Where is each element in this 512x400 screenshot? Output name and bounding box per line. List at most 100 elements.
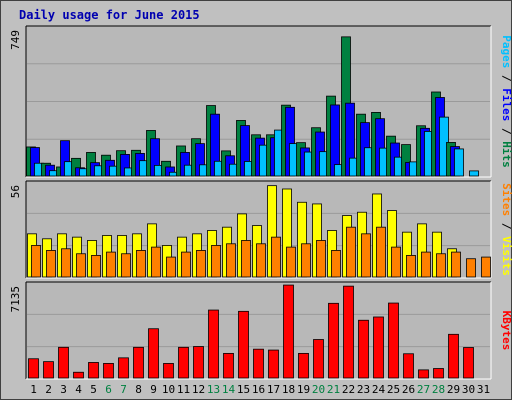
day-label-17: 17	[267, 383, 280, 396]
bar-sites-23	[361, 233, 371, 278]
legend-entry: Visits	[500, 236, 512, 276]
bar-pages-30	[469, 170, 479, 177]
legend-entry: KBytes	[500, 311, 512, 351]
legend-entry: Hits	[500, 141, 512, 168]
bar-kbytes-14	[223, 352, 234, 379]
day-label-27: 27	[417, 383, 430, 396]
ymax-label-visits-sites: 56	[9, 185, 22, 198]
bar-sites-11	[181, 251, 191, 278]
day-label-14: 14	[222, 383, 236, 396]
bar-kbytes-15	[238, 310, 249, 379]
bar-sites-24	[376, 226, 386, 278]
bar-kbytes-22	[343, 285, 354, 379]
bar-sites-3	[61, 248, 71, 278]
day-label-3: 3	[60, 383, 67, 396]
bar-sites-28	[436, 253, 446, 278]
bar-sites-15	[241, 240, 251, 278]
bar-kbytes-30	[463, 347, 474, 379]
bar-sites-10	[166, 256, 176, 278]
legend-label-hits-files-pages: Pages / Files / Hits	[500, 35, 512, 168]
bar-kbytes-21	[328, 302, 339, 379]
legend-entry: Pages	[500, 35, 512, 68]
day-label-18: 18	[282, 383, 295, 396]
day-label-4: 4	[75, 383, 82, 396]
legend-label-visits-sites: Sites / Visits	[500, 183, 512, 276]
bar-kbytes-24	[373, 316, 384, 379]
bar-kbytes-19	[298, 352, 309, 379]
day-label-12: 12	[192, 383, 205, 396]
bar-sites-17	[271, 236, 281, 278]
day-label-21: 21	[327, 383, 340, 396]
day-label-29: 29	[447, 383, 460, 396]
bar-kbytes-18	[283, 284, 294, 379]
day-label-11: 11	[177, 383, 190, 396]
bar-sites-18	[286, 246, 296, 278]
bar-sites-14	[226, 243, 236, 278]
bar-kbytes-26	[403, 353, 414, 379]
bar-sites-30	[466, 258, 476, 278]
bar-sites-9	[151, 246, 161, 278]
bar-sites-25	[391, 246, 401, 278]
bar-kbytes-3	[58, 346, 69, 379]
bar-kbytes-11	[178, 346, 189, 379]
day-label-2: 2	[45, 383, 52, 396]
day-label-5: 5	[90, 383, 97, 396]
ymax-label-hits-files-pages: 749	[9, 30, 22, 50]
bar-kbytes-17	[268, 349, 279, 379]
day-label-22: 22	[342, 383, 355, 396]
bar-kbytes-28	[433, 368, 444, 379]
bar-kbytes-6	[103, 363, 114, 379]
bar-kbytes-23	[358, 319, 369, 379]
bar-kbytes-27	[418, 369, 429, 379]
bar-sites-31	[481, 256, 491, 278]
day-label-10: 10	[162, 383, 175, 396]
day-label-8: 8	[135, 383, 142, 396]
day-label-28: 28	[432, 383, 445, 396]
bar-sites-20	[316, 240, 326, 278]
bar-kbytes-20	[313, 339, 324, 379]
bar-pages-29	[454, 148, 464, 177]
day-label-20: 20	[312, 383, 325, 396]
bar-kbytes-7	[118, 357, 129, 379]
legend-entry: /	[500, 68, 512, 88]
legend-entry: Sites	[500, 183, 512, 216]
bar-kbytes-4	[73, 371, 84, 379]
bar-kbytes-13	[208, 309, 219, 379]
bar-kbytes-12	[193, 346, 204, 379]
day-label-26: 26	[402, 383, 415, 396]
bar-sites-12	[196, 250, 206, 278]
bar-sites-27	[421, 251, 431, 278]
day-label-13: 13	[207, 383, 220, 396]
bar-kbytes-2	[43, 361, 54, 379]
day-label-25: 25	[387, 383, 400, 396]
day-label-19: 19	[297, 383, 310, 396]
bar-sites-26	[406, 255, 416, 278]
bar-sites-16	[256, 243, 266, 278]
bar-sites-6	[106, 251, 116, 278]
bar-sites-22	[346, 226, 356, 278]
legend-entry: /	[500, 216, 512, 236]
bar-sites-1	[31, 245, 41, 278]
bar-kbytes-25	[388, 302, 399, 379]
bar-kbytes-29	[448, 333, 459, 379]
bar-sites-8	[136, 250, 146, 278]
bar-sites-7	[121, 253, 131, 278]
bar-sites-4	[76, 253, 86, 278]
bar-kbytes-1	[28, 358, 39, 379]
day-label-16: 16	[252, 383, 265, 396]
bar-kbytes-16	[253, 348, 264, 379]
bar-sites-2	[46, 250, 56, 278]
day-label-31: 31	[477, 383, 490, 396]
bar-kbytes-5	[88, 362, 99, 379]
chart-title: Daily usage for June 2015	[19, 8, 200, 22]
bar-kbytes-9	[148, 328, 159, 379]
day-label-9: 9	[150, 383, 157, 396]
bar-sites-19	[301, 243, 311, 278]
ymax-label-kbytes: 7135	[9, 286, 22, 313]
bar-kbytes-10	[163, 363, 174, 379]
bar-sites-21	[331, 250, 341, 278]
bar-sites-5	[91, 255, 101, 278]
bar-sites-13	[211, 245, 221, 278]
day-label-24: 24	[372, 383, 386, 396]
